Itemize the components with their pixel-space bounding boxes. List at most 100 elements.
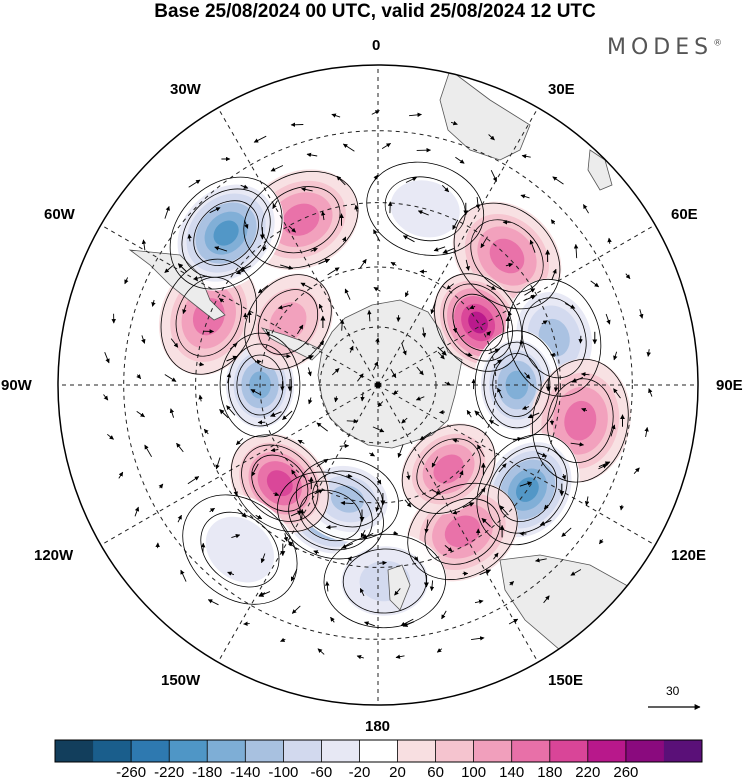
streamline — [384, 176, 466, 242]
wind-vector — [489, 420, 499, 427]
wind-vector — [639, 309, 644, 319]
wind-vector — [415, 396, 425, 401]
wind-vector — [227, 571, 235, 576]
wind-vector — [260, 553, 266, 564]
streamline — [169, 176, 283, 290]
colorbar-swatch — [663, 740, 703, 762]
colorbar-swatch — [169, 740, 208, 762]
wind-vector — [331, 368, 340, 376]
wind-vector — [610, 424, 616, 437]
wind-vector — [599, 539, 604, 545]
wind-vector — [373, 361, 379, 371]
streamline — [424, 498, 501, 565]
streamline — [474, 330, 560, 440]
colorbar-swatch — [245, 740, 284, 762]
colorbar-tick-label: 180 — [537, 764, 563, 781]
wind-vector — [529, 239, 536, 253]
wind-vector — [251, 463, 259, 477]
wind-vector — [397, 444, 404, 458]
wind-vector — [136, 374, 142, 380]
meridian-line — [377, 107, 539, 386]
wind-vector — [433, 246, 446, 252]
wind-vector — [253, 135, 267, 143]
meridian-line — [217, 384, 379, 663]
streamline-arrow — [290, 510, 303, 517]
streamline — [323, 533, 446, 629]
streamline-arrow — [239, 265, 252, 272]
africa-tip — [439, 69, 531, 161]
wind-vector — [441, 610, 447, 620]
wind-vector — [452, 219, 459, 230]
lon-label-120e: 120E — [671, 547, 707, 564]
streamline-arrow — [571, 376, 584, 383]
colorbar-swatch — [473, 740, 513, 762]
wind-vector — [373, 229, 381, 242]
wind-vector — [613, 388, 621, 399]
wind-vector — [521, 154, 531, 159]
wind-vector — [356, 655, 364, 660]
meridian-line — [100, 224, 379, 386]
wind-vector — [170, 338, 179, 348]
anomaly-contour-fill — [266, 470, 293, 497]
streamline — [476, 434, 579, 546]
colorbar-swatch — [587, 740, 627, 762]
wind-vector — [570, 442, 585, 447]
wind-vector — [373, 287, 381, 292]
wind-vector — [297, 324, 304, 335]
anomaly-contour-fill — [515, 477, 539, 502]
streamline — [295, 457, 400, 541]
wind-vector — [317, 340, 325, 350]
streamline — [521, 297, 587, 379]
wind-vector — [450, 120, 458, 126]
wind-vector — [144, 444, 152, 458]
madagascar — [587, 149, 613, 191]
colorbar-tick-label: 220 — [575, 764, 601, 781]
wind-vector — [258, 285, 269, 294]
wind-vector — [552, 176, 564, 185]
wind-vector — [124, 277, 129, 285]
graticule — [58, 65, 698, 705]
wind-vector — [474, 599, 484, 604]
wind-vector — [364, 621, 375, 627]
meridian-line — [377, 224, 656, 386]
streamline-arrow — [462, 502, 475, 508]
meridian-line — [100, 384, 379, 546]
meridian-line — [217, 107, 379, 386]
streamline-arrow — [318, 258, 331, 265]
map-title: Base 25/08/2024 00 UTC, valid 25/08/2024… — [154, 1, 596, 22]
wind-vector — [331, 113, 341, 118]
colorbar-tick-label: -60 — [310, 764, 333, 781]
wind-vector — [543, 504, 549, 510]
wind-vector — [535, 558, 547, 563]
lon-label-30w: 30W — [170, 81, 201, 98]
wind-vector — [327, 267, 340, 276]
wind-vector — [272, 200, 278, 209]
wind-vector — [346, 418, 359, 424]
streamline — [244, 274, 332, 370]
wind-vector — [494, 359, 502, 366]
wind-vector — [240, 184, 249, 189]
wind-vector — [646, 349, 651, 357]
wind-vector — [164, 205, 170, 219]
wind-vector — [409, 112, 422, 118]
wind-vector — [519, 531, 527, 537]
brand-text: MODES — [607, 35, 714, 60]
wind-vector — [317, 648, 325, 655]
lon-label-90w: 90W — [1, 377, 32, 394]
wind-vector — [339, 443, 350, 449]
wind-vector — [439, 409, 445, 415]
streamline — [160, 258, 257, 375]
wind-vector — [475, 196, 481, 210]
wind-vector — [551, 268, 557, 281]
wind-vector — [429, 580, 435, 592]
streamline — [416, 438, 481, 500]
lon-label-30e: 30E — [548, 81, 575, 98]
wind-vector — [459, 470, 464, 479]
colorbar-tick-label: 100 — [461, 764, 487, 781]
wind-vector — [505, 262, 514, 268]
wind-vector — [342, 143, 355, 152]
streamline-arrow — [402, 621, 415, 627]
streamline-arrow — [237, 508, 247, 518]
wind-vector — [349, 345, 354, 353]
wind-vector — [524, 372, 531, 379]
